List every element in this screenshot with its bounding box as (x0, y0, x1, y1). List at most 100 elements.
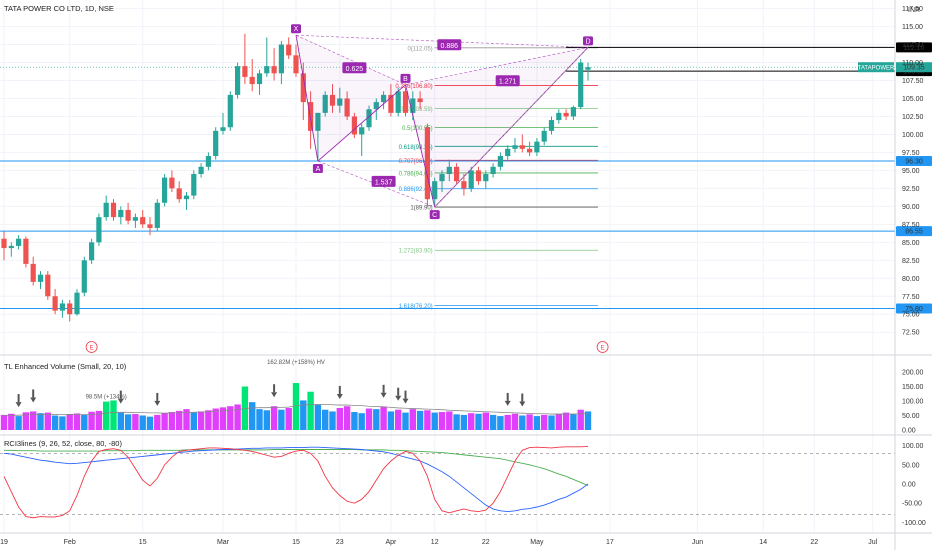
candle-body (556, 112, 562, 121)
symbol-tag-label: TATAPOWER (858, 66, 895, 72)
volume-arrow-head (380, 392, 387, 398)
candle-body (264, 66, 270, 74)
earnings-marker-label: E (601, 346, 605, 352)
volume-bar (453, 414, 460, 430)
volume-bar (307, 391, 314, 430)
candle-body (154, 202, 160, 228)
candle-body (519, 145, 525, 149)
candle-body (235, 66, 241, 95)
volume-arrow-head (504, 400, 511, 406)
volume-bar (343, 406, 351, 430)
volume-arrow-head (15, 402, 22, 408)
candle-body (534, 141, 540, 153)
volume-bar (103, 401, 110, 430)
harmonic-point-label-box (291, 24, 301, 34)
candle-body (169, 177, 175, 189)
candle-body (483, 174, 489, 182)
volume-bar (577, 409, 584, 430)
price-tick-label: 115.00 (902, 24, 923, 31)
volume-tick-label: 100.00 (902, 399, 924, 406)
harmonic-leg (317, 84, 406, 162)
candle-body (527, 148, 533, 153)
candle-body (300, 73, 306, 103)
candle-body (176, 188, 182, 200)
fib-level-label: 0.707(96.40) (399, 159, 433, 165)
price-tick-label: 85.00 (902, 240, 920, 247)
harmonic-ratio-label: 1.537 (375, 179, 393, 186)
candle-body (388, 94, 394, 113)
time-tick-label: Feb (64, 539, 76, 546)
volume-bar (263, 410, 270, 430)
price-tick-label: 80.00 (902, 276, 920, 283)
time-tick-label: 12 (431, 539, 439, 546)
volume-title: TL Enhanced Volume (Small, 20, 10) (4, 362, 127, 371)
volume-bar (555, 413, 562, 430)
volume-bar (73, 413, 81, 430)
volume-bar (511, 413, 519, 430)
harmonic-point-label-box (400, 73, 411, 83)
candle-body (373, 102, 379, 110)
candle-body (315, 112, 321, 131)
reference-lines[interactable]: 112.10108.8096.3086.5575.80TATAPOWER109.… (0, 42, 932, 314)
candle-body (52, 296, 58, 311)
volume-bar (387, 411, 395, 430)
fib-level-label: 0(112.05) (407, 46, 432, 52)
volume-bar (59, 416, 66, 430)
symbol-tag (858, 62, 894, 73)
volume-bar (504, 414, 511, 430)
harmonic-pattern[interactable]: X A B C D 0.625 1.537 0.886 1.271 (291, 24, 593, 220)
volume-bar (395, 409, 402, 430)
volume-bar (183, 409, 190, 430)
volume-bar (124, 414, 132, 430)
fib-level-label: 1(89.90) (410, 206, 432, 212)
volume-bar (132, 414, 139, 430)
price-candles (1, 33, 591, 322)
volume-bar (161, 413, 168, 430)
harmonic-ratio-box (495, 75, 520, 87)
fib-level-label: 1.618(76.20) (399, 304, 433, 310)
fib-level-label: 0.786(94.65) (399, 171, 433, 177)
candle-body (59, 303, 65, 311)
time-tick-label: 22 (482, 539, 490, 546)
harmonic-ratio-box (437, 39, 462, 51)
chart-title: TATA POWER CO LTD, 1D, NSE (4, 4, 114, 13)
volume-bar (110, 400, 117, 430)
time-tick-label: 23 (336, 539, 344, 546)
volume-bar (168, 412, 176, 430)
harmonic-cd-dash (434, 47, 589, 208)
candle-body (8, 245, 14, 249)
currency-label: INR (908, 7, 920, 14)
price-tick-label: 77.50 (902, 294, 920, 301)
harmonic-fill (296, 35, 406, 162)
candle-body (344, 98, 350, 117)
candle-body (1, 238, 7, 249)
candle-body (183, 195, 190, 200)
harmonic-ratio-label: 0.625 (346, 66, 364, 73)
harmonic-ratio-label: 0.886 (441, 43, 459, 50)
candle-body (132, 217, 138, 221)
time-tick-label: Jul (868, 539, 877, 546)
volume-bar (146, 416, 154, 430)
candle-body (103, 202, 109, 218)
price-tag (896, 303, 932, 314)
volume-bar (497, 416, 504, 430)
volume-bar (409, 409, 416, 430)
candle-body (205, 156, 211, 167)
volume-bar (533, 416, 541, 430)
fib-level-label: 0.5(100.95) (402, 126, 433, 132)
harmonic-fill (405, 47, 588, 208)
harmonic-point-label-box (429, 210, 440, 220)
fib-level-label: 1.272(83.90) (399, 249, 433, 255)
rci-line-short (3, 445, 589, 519)
harmonic-ratio-line (405, 47, 589, 86)
time-tick-label: 19 (0, 539, 8, 546)
rci-tick-label: 0.00 (902, 482, 916, 489)
volume-arrow-head (519, 401, 526, 407)
volume-bar (314, 404, 322, 430)
candle-body (541, 130, 547, 142)
candle-body (468, 170, 474, 189)
volume-bar (176, 410, 183, 430)
price-tick-label: 107.50 (902, 78, 924, 85)
